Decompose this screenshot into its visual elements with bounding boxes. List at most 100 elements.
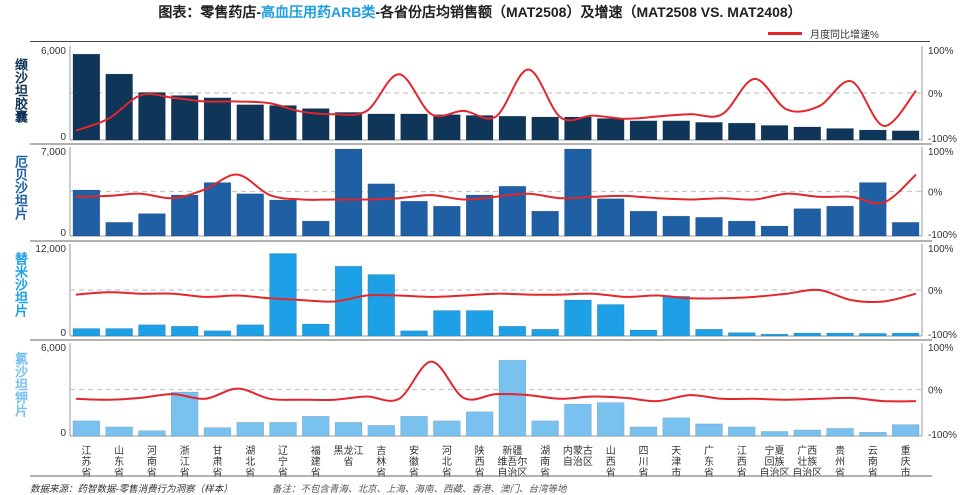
x-tick-label-line: 自治区 — [563, 455, 593, 468]
y2-tick-label: 0% — [928, 386, 943, 397]
x-tick-label-line: 省 — [835, 466, 845, 479]
x-tick-label-line: 安 — [409, 444, 419, 457]
bar — [629, 329, 658, 337]
y-tick-label: 0 — [60, 328, 66, 339]
bar — [400, 113, 428, 141]
panel-title-telmisartan-tablet: 替米沙坦片 — [13, 252, 28, 317]
bar — [170, 391, 199, 437]
bar — [596, 198, 625, 237]
bar — [695, 122, 723, 141]
x-tick-label-line: 云 — [868, 446, 878, 457]
bar — [629, 120, 658, 141]
bar — [269, 253, 297, 337]
x-tick-label-line: 省 — [540, 466, 550, 479]
panel-title-valsartan-capsule: 缬沙坦胶囊 — [13, 58, 28, 123]
bar — [269, 105, 297, 141]
x-tick-label-line: 贵 — [835, 444, 845, 457]
x-tick-label: 安徽省 — [409, 444, 419, 479]
x-tick-label-line: 天 — [671, 446, 681, 457]
x-tick-label-line: 省 — [147, 466, 157, 479]
x-tick-label-line: 广 — [704, 445, 714, 457]
x-tick-label-line: 建 — [311, 455, 321, 468]
x-tick-label: 吉林省 — [376, 445, 386, 479]
legend: 月度同比增速% — [768, 26, 879, 41]
x-tick-label-line: 宁夏 — [765, 444, 785, 457]
bar — [793, 332, 822, 337]
x-tick-label-line: 江 — [737, 445, 747, 457]
bar — [138, 430, 166, 437]
x-tick-label-line: 吉 — [376, 445, 386, 457]
x-tick-label-line: 徽 — [409, 455, 419, 468]
bar — [170, 194, 199, 237]
bar — [433, 420, 461, 437]
x-tick-label-line: 福 — [311, 444, 321, 457]
x-tick-label-line: 内蒙古 — [563, 444, 593, 457]
x-tick-label-line: 山 — [114, 445, 124, 457]
bar — [629, 426, 658, 437]
x-tick-label-line: 市 — [671, 466, 681, 479]
bar — [269, 199, 297, 237]
x-tick-label-line: 江 — [180, 456, 190, 468]
x-tick-label: 内蒙古自治区 — [563, 444, 593, 468]
x-tick-label-line: 省 — [212, 466, 222, 479]
source-text: 数据来源：药智数据-零售消费行为洞察（样本） — [30, 484, 233, 495]
x-tick-label-line: 省 — [638, 466, 648, 479]
growth-line-series — [75, 68, 917, 132]
x-tick-label-line: 甘 — [212, 444, 222, 457]
bar — [695, 423, 723, 437]
bar — [170, 95, 199, 141]
bar — [760, 431, 789, 437]
x-tick-label: 广东省 — [704, 445, 714, 479]
x-tick-label-line: 西 — [475, 457, 485, 468]
bar — [859, 333, 887, 337]
x-tick-label: 福建省 — [311, 444, 321, 479]
x-tick-label: 陕西省 — [475, 444, 485, 479]
bar — [367, 274, 396, 337]
y2-tick-label: -100% — [928, 134, 957, 145]
y-tick-label: 12,000 — [35, 244, 66, 255]
x-tick-label-line: 回族 — [765, 455, 785, 468]
bar — [138, 324, 166, 337]
bar — [891, 130, 920, 141]
bar — [531, 210, 559, 237]
bar — [367, 183, 396, 237]
x-tick-label-line: 省 — [475, 466, 485, 479]
x-tick-label-line: 北 — [442, 456, 452, 468]
x-tick-label-line: 市 — [901, 466, 911, 479]
x-tick-label: 浙江省 — [180, 445, 190, 479]
x-tick-label: 湖南省 — [540, 445, 550, 479]
bar — [334, 112, 363, 141]
bar — [105, 328, 133, 337]
x-tick-label-line: 湖 — [540, 445, 550, 457]
x-tick-label: 山东省 — [114, 445, 124, 479]
header-divider — [30, 41, 930, 42]
bar — [170, 325, 199, 337]
x-tick-label-line: 省 — [344, 455, 354, 468]
title-highlight: 高血压用药ARB类 — [261, 4, 376, 20]
bar — [105, 222, 133, 237]
x-tick-label-line: 南 — [540, 455, 550, 468]
y2-tick-label: 100% — [928, 343, 954, 354]
x-tick-label: 江西省 — [737, 445, 747, 479]
x-tick-label: 辽宁省 — [278, 445, 288, 479]
bar — [891, 222, 920, 237]
x-tick-label-line: 壮族 — [797, 455, 817, 468]
bar — [662, 295, 690, 337]
x-tick-label-line: 北 — [245, 456, 255, 468]
bar — [596, 304, 625, 337]
x-tick-label-line: 东 — [114, 455, 124, 468]
bar — [826, 128, 854, 141]
bar — [269, 422, 297, 437]
bar — [859, 129, 887, 141]
x-tick-label-line: 重 — [901, 444, 911, 457]
bar — [629, 210, 658, 237]
x-tick-label-line: 省 — [704, 466, 714, 479]
bar — [203, 330, 232, 337]
bar — [859, 431, 887, 437]
x-tick-label: 河南省 — [147, 445, 157, 479]
x-tick-label-line: 林 — [376, 455, 386, 468]
y2-tick-label: 100% — [928, 46, 954, 57]
bar — [433, 310, 461, 337]
x-tick-label-line: 自治区 — [760, 466, 790, 479]
y-tick-label: 0 — [60, 428, 66, 439]
